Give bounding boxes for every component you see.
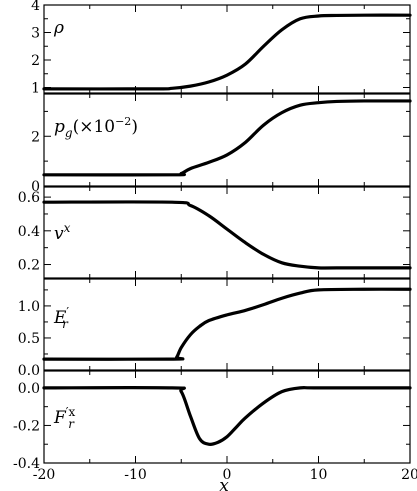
label-sub: g [65,126,73,140]
y-tick-label: 4 [31,0,40,14]
shared-x-axis: -20 -10 0 10 20 x [33,467,417,491]
label-end: ) [131,117,138,137]
y-tick-label: 0 [31,179,40,195]
x-tick-label: 20 [401,467,417,483]
y-tick-label: 0.0 [18,363,40,379]
x-tick-label: -10 [124,467,147,483]
panel-label: vx [54,221,71,244]
y-tick-label: 1.0 [18,299,40,315]
y-tick-label: 0.5 [18,331,40,347]
y-tick-label: 0.4 [18,224,40,240]
y-tick-label: 3 [31,26,40,42]
panel-frame [43,370,411,464]
series-line [42,287,412,361]
label-sup: ′x [66,405,76,419]
panel-frame [43,4,411,94]
label-main: E [53,308,67,328]
label-main: v [54,224,64,244]
panel-5: -0.4 -0.2 0.0 F′x r [13,370,412,472]
label-sup: ′ [66,305,69,319]
y-tick-label: 2 [31,129,40,145]
y-tick-label: 0.0 [18,381,40,397]
panel-1: 1 2 3 4ρ [31,0,412,97]
panel-label: pg(×10−2) [54,115,138,140]
panel-4: 0.0 0.5 1.0 E′ r [18,278,412,379]
label-sup: x [64,221,71,235]
label-main: F [53,408,67,428]
x-tick-label: -20 [33,467,56,483]
series-line [42,99,412,177]
y-tick-label: 2 [31,53,40,69]
panel-label: E′ r [53,305,69,331]
x-tick-label: 0 [223,467,232,483]
label-rest: (×10 [73,117,116,137]
y-tick-label: 0.2 [18,258,40,274]
y-tick-label: -0.4 [13,456,40,472]
series-line [42,13,412,91]
y-tick-label: 1 [31,81,40,97]
label-sub: r [62,317,69,331]
panel-label: F′x r [53,405,76,431]
y-tick-label: 0.6 [18,190,40,206]
series-line [42,386,412,446]
panel-frame [43,278,411,371]
panel-label: ρ [53,18,64,38]
panel-frame [43,93,411,187]
y-tick-label: -0.2 [13,418,40,434]
x-axis-label: x [219,476,229,491]
panel-3: 0.2 0.4 0.6 vx [18,186,412,279]
label-main: ρ [53,18,64,38]
label-main: p [54,117,65,137]
label-sub: r [68,417,75,431]
series-line [42,200,412,270]
x-tick-label: 10 [310,467,328,483]
label-sup: −2 [115,115,131,128]
